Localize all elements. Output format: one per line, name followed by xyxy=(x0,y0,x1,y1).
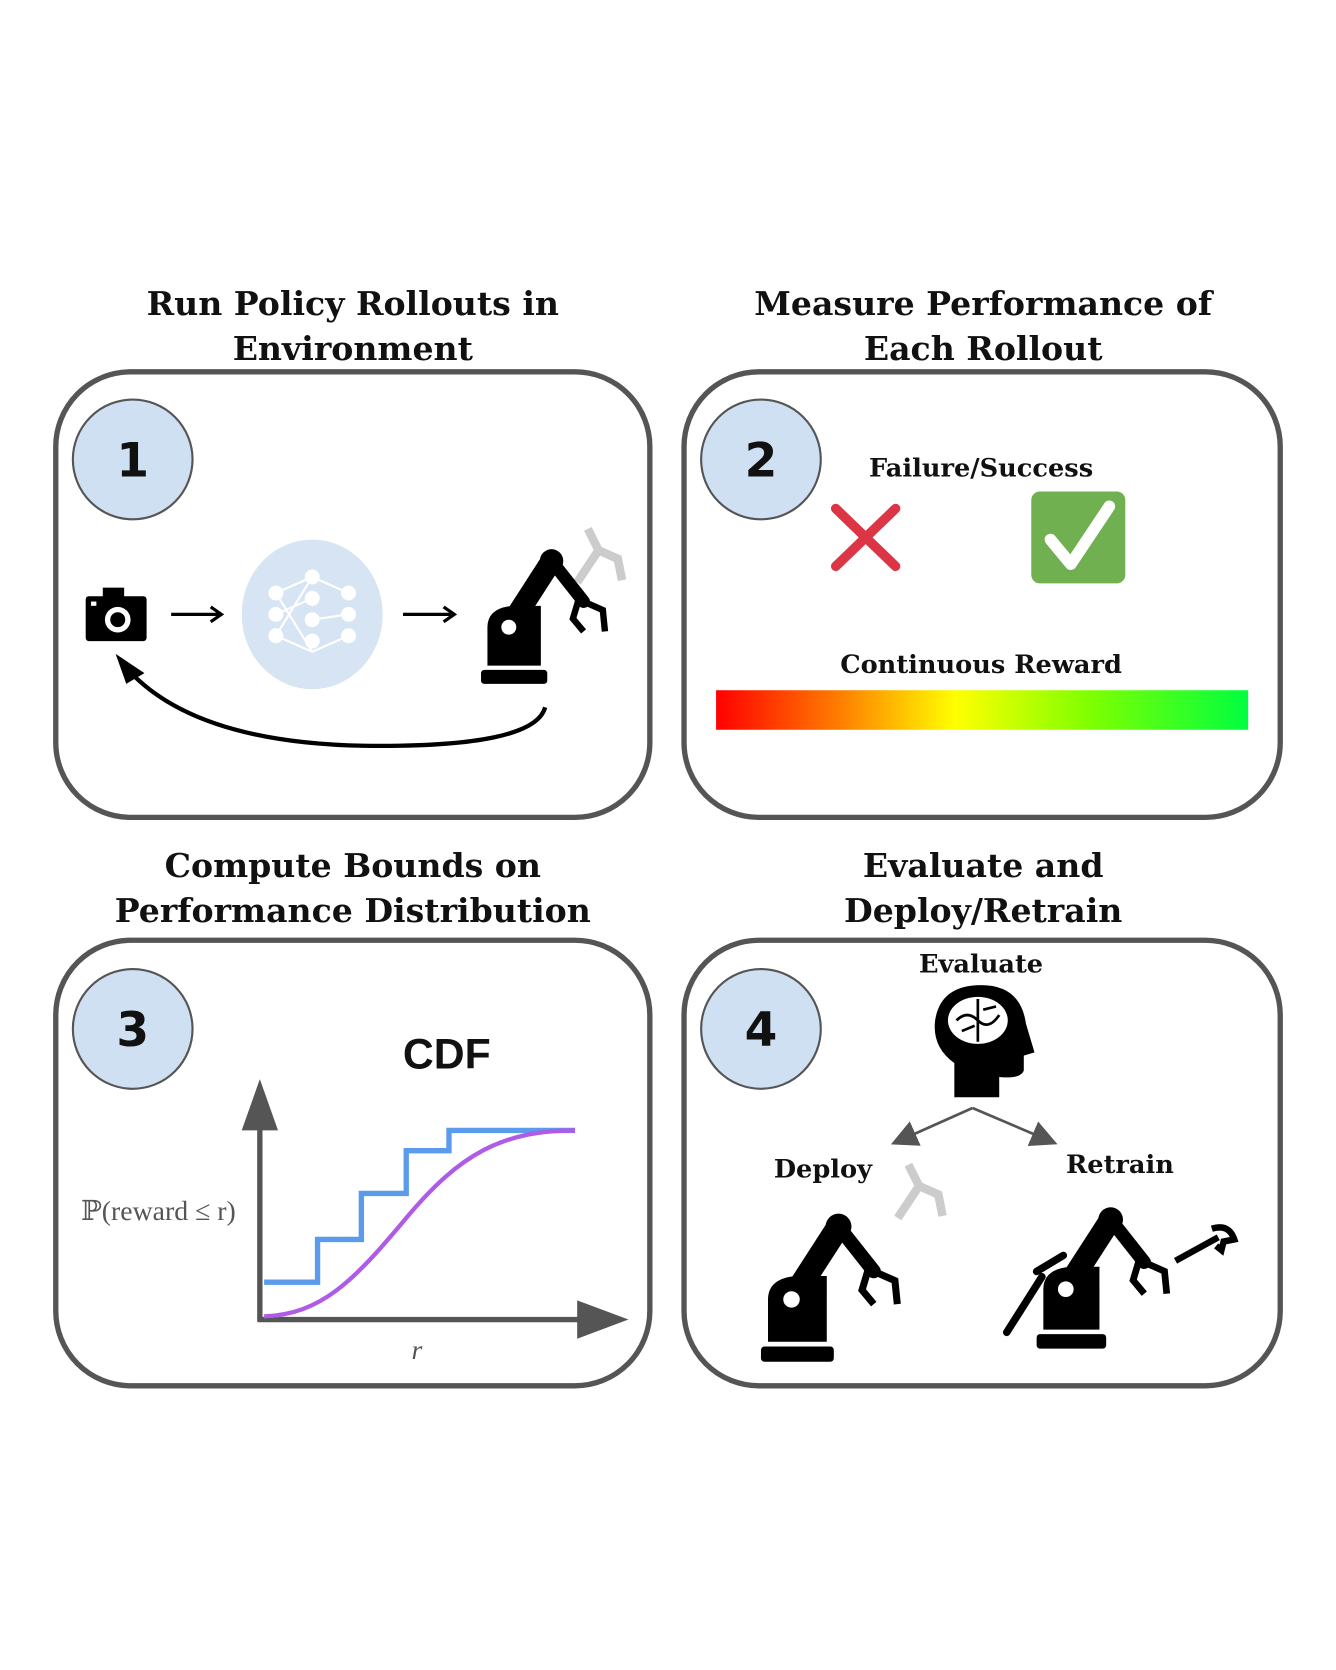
evaluate-label: Evaluate xyxy=(919,949,1043,979)
step-badge-1: 1 xyxy=(71,398,194,521)
arrow-to-policy-icon xyxy=(171,605,225,624)
retrain-label: Retrain xyxy=(1066,1150,1174,1180)
svg-text:4: 4 xyxy=(745,1003,778,1058)
step-badge-2: 2 xyxy=(700,398,822,521)
reward-gradient-bar xyxy=(716,690,1249,730)
arrow-to-robot-icon xyxy=(403,605,458,624)
panel2-title-line1: Measure Performance of xyxy=(754,284,1215,323)
panel1-title-line2: Environment xyxy=(233,329,474,368)
panel3-box xyxy=(53,937,653,1389)
deploy-label: Deploy xyxy=(774,1154,873,1184)
panel4-title-line1: Evaluate and xyxy=(863,846,1104,885)
panel1-title-line1: Run Policy Rollouts in xyxy=(147,284,559,323)
cdf-title: CDF xyxy=(403,1030,491,1078)
step-badge-4: 4 xyxy=(700,968,822,1090)
retrain-robot-arm-icon xyxy=(1002,1207,1239,1348)
wrench-icon xyxy=(1173,1224,1239,1264)
success-check-icon xyxy=(1031,491,1126,584)
arrow-to-retrain-icon xyxy=(971,1106,1058,1147)
true-cdf-curve xyxy=(264,1128,576,1319)
panel2-title-line2: Each Rollout xyxy=(864,329,1103,368)
panel3-title-line2: Performance Distribution xyxy=(115,891,591,930)
continuous-reward-label: Continuous Reward xyxy=(840,650,1122,680)
svg-text:2: 2 xyxy=(745,434,778,489)
failure-success-label: Failure/Success xyxy=(869,454,1093,484)
neural-network-icon xyxy=(241,539,383,690)
feedback-arrow-icon xyxy=(115,653,548,749)
empirical-cdf-bound xyxy=(264,1127,576,1285)
brain-head-icon xyxy=(934,985,1035,1098)
failure-x-icon xyxy=(830,503,901,572)
camera-icon xyxy=(85,587,147,642)
step-badge-3: 3 xyxy=(71,968,194,1090)
svg-text:3: 3 xyxy=(116,1003,149,1058)
screwdriver-icon xyxy=(1002,1251,1068,1337)
arrow-to-deploy-icon xyxy=(890,1106,974,1146)
panel4-box xyxy=(681,937,1283,1389)
panel3-title-line1: Compute Bounds on xyxy=(165,846,541,885)
cdf-x-axis-label: r xyxy=(412,1335,423,1366)
cdf-y-axis-label: ℙ(reward ≤ r) xyxy=(81,1196,236,1227)
cdf-axes xyxy=(241,1079,629,1339)
svg-text:1: 1 xyxy=(116,434,149,489)
panel4-title-line2: Deploy/Retrain xyxy=(844,891,1122,930)
